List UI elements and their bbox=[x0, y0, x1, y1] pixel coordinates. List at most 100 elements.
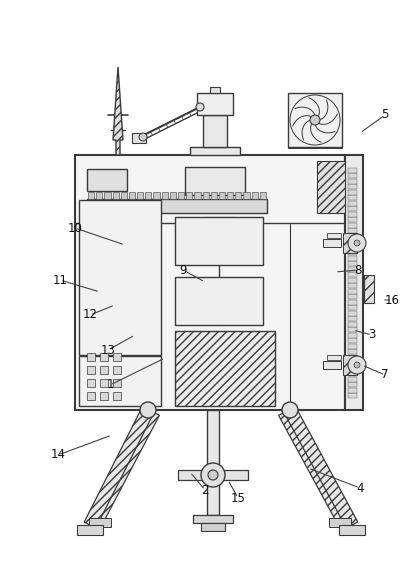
Bar bbox=[197, 93, 233, 115]
Bar bbox=[87, 392, 95, 400]
Bar bbox=[317, 161, 345, 213]
Text: 2: 2 bbox=[201, 484, 209, 497]
Bar bbox=[113, 192, 119, 199]
Polygon shape bbox=[279, 411, 344, 520]
Bar bbox=[87, 366, 95, 374]
Bar bbox=[194, 192, 201, 199]
Circle shape bbox=[139, 133, 147, 141]
Bar bbox=[348, 322, 357, 327]
Bar bbox=[323, 361, 341, 369]
Text: 4: 4 bbox=[356, 481, 364, 494]
Bar bbox=[113, 392, 121, 400]
Text: 15: 15 bbox=[230, 492, 245, 505]
Bar bbox=[87, 199, 267, 213]
Bar bbox=[89, 518, 111, 527]
Bar bbox=[348, 267, 357, 272]
Bar bbox=[162, 192, 168, 199]
Polygon shape bbox=[113, 67, 123, 155]
Bar bbox=[348, 234, 357, 238]
Bar bbox=[348, 218, 357, 222]
Bar bbox=[348, 173, 357, 178]
Bar bbox=[348, 338, 357, 343]
Bar bbox=[348, 250, 357, 255]
Bar bbox=[219, 192, 225, 199]
Bar bbox=[348, 316, 357, 321]
Bar bbox=[348, 212, 357, 216]
Bar bbox=[348, 344, 357, 349]
Bar bbox=[190, 147, 240, 155]
Circle shape bbox=[354, 240, 360, 246]
Bar bbox=[227, 192, 233, 199]
Bar bbox=[178, 470, 248, 480]
Bar bbox=[211, 192, 217, 199]
Bar bbox=[88, 192, 94, 199]
Bar bbox=[185, 167, 245, 195]
Bar bbox=[175, 331, 275, 406]
Bar bbox=[348, 261, 357, 266]
Text: 3: 3 bbox=[368, 328, 376, 341]
Bar bbox=[113, 366, 121, 374]
Bar bbox=[348, 305, 357, 310]
Polygon shape bbox=[284, 407, 358, 528]
Bar bbox=[348, 190, 357, 194]
Bar bbox=[348, 278, 357, 282]
Bar bbox=[348, 294, 357, 299]
Bar bbox=[170, 192, 176, 199]
Bar bbox=[348, 366, 357, 371]
Circle shape bbox=[348, 356, 366, 374]
Bar bbox=[77, 525, 103, 535]
Bar bbox=[79, 356, 161, 406]
Bar bbox=[364, 275, 374, 303]
Bar bbox=[96, 192, 102, 199]
Bar bbox=[343, 233, 357, 253]
Bar bbox=[348, 300, 357, 305]
Bar bbox=[339, 525, 365, 535]
Bar bbox=[348, 228, 357, 233]
Bar bbox=[104, 192, 111, 199]
Bar bbox=[348, 360, 357, 365]
Bar bbox=[260, 192, 266, 199]
Bar bbox=[288, 93, 342, 147]
Bar bbox=[137, 192, 143, 199]
Bar bbox=[327, 355, 341, 360]
Bar bbox=[121, 192, 127, 199]
Bar bbox=[178, 192, 184, 199]
Text: 14: 14 bbox=[50, 449, 65, 462]
Circle shape bbox=[140, 402, 156, 418]
Bar bbox=[348, 195, 357, 200]
Bar bbox=[100, 366, 108, 374]
Polygon shape bbox=[84, 407, 154, 528]
Bar bbox=[348, 383, 357, 387]
Bar bbox=[348, 289, 357, 293]
Bar bbox=[348, 184, 357, 189]
Bar bbox=[207, 410, 219, 515]
Bar bbox=[193, 515, 233, 523]
Bar bbox=[203, 115, 227, 147]
Bar bbox=[235, 192, 241, 199]
Bar bbox=[100, 379, 108, 387]
Bar bbox=[100, 353, 108, 361]
Text: 11: 11 bbox=[52, 273, 67, 286]
Circle shape bbox=[196, 103, 204, 111]
Bar bbox=[201, 523, 225, 531]
Bar bbox=[348, 311, 357, 315]
Text: 7: 7 bbox=[381, 368, 389, 381]
Bar bbox=[113, 379, 121, 387]
Text: 10: 10 bbox=[67, 221, 82, 234]
Bar bbox=[87, 169, 127, 191]
Bar bbox=[348, 283, 357, 288]
Text: 1: 1 bbox=[106, 379, 114, 392]
Bar bbox=[186, 192, 192, 199]
Text: 13: 13 bbox=[101, 344, 115, 357]
Bar bbox=[210, 87, 220, 93]
Text: 9: 9 bbox=[179, 263, 187, 276]
Bar bbox=[348, 272, 357, 277]
Bar bbox=[75, 155, 345, 410]
Bar bbox=[252, 192, 258, 199]
Polygon shape bbox=[96, 411, 159, 520]
Circle shape bbox=[354, 362, 360, 368]
Bar bbox=[348, 349, 357, 354]
Bar bbox=[348, 256, 357, 260]
Bar bbox=[345, 155, 363, 410]
Bar bbox=[348, 327, 357, 332]
